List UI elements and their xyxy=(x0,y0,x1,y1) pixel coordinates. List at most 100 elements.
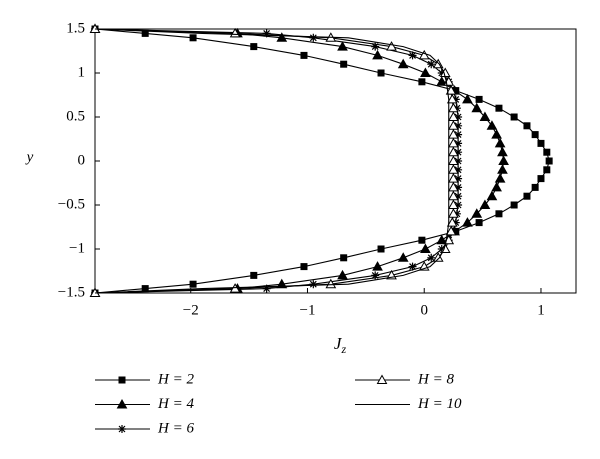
marker-square xyxy=(537,175,545,183)
marker-square xyxy=(543,166,551,174)
marker-triangle xyxy=(420,243,431,253)
marker-open-triangle xyxy=(418,49,430,60)
y-tick-label: −1 xyxy=(69,240,85,256)
marker-open-triangle xyxy=(445,85,457,95)
x-tick-label: −2 xyxy=(183,302,199,318)
marker-triangle xyxy=(436,234,448,245)
marker-triangle xyxy=(462,217,473,227)
marker-open-triangle xyxy=(432,252,444,262)
marker-triangle xyxy=(497,146,508,157)
marker-square xyxy=(189,34,197,42)
legend-label: H = 2 xyxy=(157,371,194,387)
marker-triangle xyxy=(337,269,348,280)
marker-star xyxy=(451,218,460,227)
x-tick-label: 0 xyxy=(420,302,428,318)
marker-open-triangle xyxy=(446,93,458,104)
marker-triangle xyxy=(116,398,128,409)
marker-star xyxy=(309,280,318,289)
marker-square xyxy=(510,201,518,209)
marker-triangle xyxy=(471,208,483,218)
marker-star xyxy=(427,60,436,69)
marker-star xyxy=(454,139,463,148)
y-tick-label: 1 xyxy=(78,64,86,80)
marker-open-triangle xyxy=(448,208,459,218)
marker-triangle xyxy=(462,93,473,104)
marker-square xyxy=(300,51,308,59)
marker-star xyxy=(309,33,318,42)
marker-star xyxy=(454,121,463,130)
marker-star xyxy=(454,174,463,183)
marker-star xyxy=(454,130,463,139)
marker-triangle xyxy=(372,261,383,271)
marker-open-triangle xyxy=(325,278,337,289)
marker-triangle xyxy=(494,173,506,183)
y-tick-label: 0 xyxy=(78,152,86,168)
marker-triangle xyxy=(397,252,409,262)
series-line xyxy=(94,28,450,294)
marker-triangle xyxy=(471,102,483,113)
marker-square xyxy=(531,183,539,191)
marker-triangle xyxy=(276,32,288,42)
marker-triangle xyxy=(397,58,409,69)
marker-triangle xyxy=(372,49,383,60)
x-tick-label: −1 xyxy=(299,302,315,318)
marker-square xyxy=(300,263,308,271)
legend-label: H = 8 xyxy=(417,371,454,387)
marker-square xyxy=(418,78,426,86)
marker-square xyxy=(495,210,503,218)
marker-triangle xyxy=(479,111,491,121)
legend-label: H = 6 xyxy=(157,420,194,436)
marker-star xyxy=(454,183,463,192)
y-tick-label: −0.5 xyxy=(58,196,85,212)
marker-star xyxy=(371,271,380,280)
marker-triangle xyxy=(497,164,508,174)
marker-triangle xyxy=(486,120,498,130)
marker-square xyxy=(141,285,149,293)
marker-star xyxy=(262,29,271,38)
x-tick-label: 1 xyxy=(537,302,545,318)
marker-triangle xyxy=(491,129,502,139)
legend-label: H = 10 xyxy=(417,396,462,412)
marker-star xyxy=(408,51,417,60)
x-axis-label-main: J xyxy=(334,334,343,353)
x-axis-label: Jz xyxy=(334,334,347,356)
marker-star xyxy=(454,192,463,201)
marker-square xyxy=(250,43,258,51)
marker-square xyxy=(545,157,553,165)
marker-square xyxy=(340,254,348,262)
series-line xyxy=(94,28,550,294)
marker-star xyxy=(451,95,460,104)
marker-star xyxy=(427,253,436,262)
y-tick-label: 1.5 xyxy=(66,20,85,36)
marker-square xyxy=(141,29,149,37)
marker-triangle xyxy=(436,76,448,86)
marker-star xyxy=(371,42,380,51)
marker-star xyxy=(452,104,461,113)
marker-square xyxy=(537,139,545,147)
marker-star xyxy=(408,262,417,271)
marker-square xyxy=(118,376,126,384)
marker-star xyxy=(118,425,126,433)
marker-triangle xyxy=(337,41,348,51)
marker-open-triangle xyxy=(445,225,457,236)
marker-square xyxy=(531,131,539,139)
marker-square xyxy=(250,271,258,279)
marker-square xyxy=(523,192,531,200)
marker-square xyxy=(377,245,385,253)
marker-triangle xyxy=(479,199,491,209)
marker-square xyxy=(523,122,531,130)
marker-star xyxy=(454,148,463,157)
marker-open-triangle xyxy=(89,23,101,33)
marker-square xyxy=(189,280,197,288)
marker-square xyxy=(495,104,503,112)
marker-square xyxy=(543,148,551,156)
marker-open-triangle xyxy=(376,374,388,384)
legend-label: H = 4 xyxy=(157,396,194,412)
marker-star xyxy=(454,165,463,174)
marker-triangle xyxy=(486,190,498,201)
marker-open-triangle xyxy=(386,41,397,51)
marker-star xyxy=(437,69,446,77)
marker-square xyxy=(475,95,483,103)
y-tick-label: −1.5 xyxy=(58,284,85,300)
